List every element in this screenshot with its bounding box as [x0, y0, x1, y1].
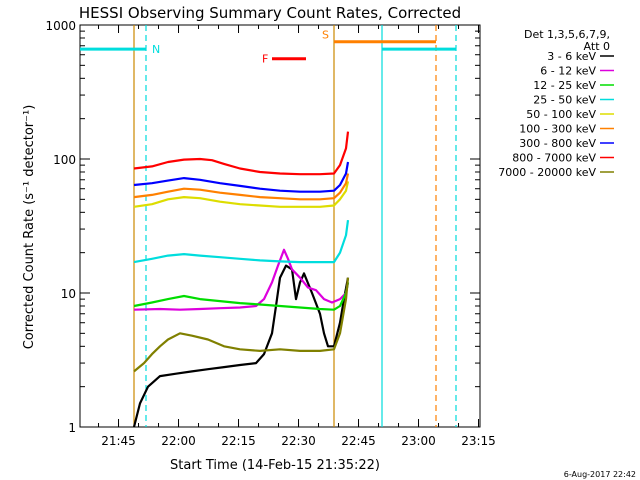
annotation-label: S	[322, 29, 329, 42]
legend-header: Att 0	[584, 40, 610, 53]
legend-entry-label: 100 - 300 keV	[519, 123, 596, 136]
x-tick-label: 23:15	[461, 434, 496, 448]
chart-title: HESSI Observing Summary Count Rates, Cor…	[79, 4, 461, 22]
legend-entry-label: 25 - 50 keV	[533, 94, 596, 107]
series-line	[133, 219, 350, 264]
legend-entry-label: 3 - 6 keV	[547, 50, 596, 63]
annotation-label: F	[262, 53, 268, 66]
y-tick-label: 1000	[45, 19, 76, 33]
y-tick-label: 100	[53, 153, 76, 167]
legend-entry-label: 50 - 100 keV	[526, 108, 596, 121]
legend-entry-label: 800 - 7000 keV	[512, 152, 596, 165]
x-tick-label: 21:45	[101, 434, 136, 448]
timestamp: 6-Aug-2017 22:42	[564, 470, 636, 479]
plot-area: 21:45 22:00 22:15 22:30 22:45 23:00 23:15 1 10 10…	[45, 19, 495, 448]
series-line	[133, 131, 350, 176]
y-tick-label: 1	[68, 421, 76, 435]
legend-entry-label: 300 - 800 keV	[519, 137, 596, 150]
x-axis-label: Start Time (14-Feb-15 21:35:22)	[170, 458, 380, 473]
series-line	[133, 277, 350, 373]
legend-entry-label: 7000 - 20000 keV	[498, 166, 596, 179]
y-axis-label: Corrected Count Rate (s⁻¹ detector⁻¹)	[22, 105, 37, 350]
x-tick-label: 23:00	[401, 434, 436, 448]
series-line	[133, 161, 350, 193]
x-tick-label: 22:30	[281, 434, 316, 448]
annotation-label: N	[152, 43, 160, 56]
legend: Det 1,3,5,6,7,9,Att 03 - 6 keV 6 - 12 keV…	[498, 28, 614, 179]
legend-entry-label: 12 - 25 keV	[533, 79, 596, 92]
series-line	[132, 264, 350, 428]
series-line	[133, 173, 350, 201]
legend-entry-label: 6 - 12 keV	[540, 65, 596, 78]
y-tick-label: 10	[61, 287, 76, 301]
series-line	[133, 282, 350, 311]
series-line	[133, 181, 350, 208]
legend-header: Det 1,3,5,6,7,9,	[524, 28, 610, 41]
plot-frame	[79, 24, 481, 428]
x-tick-label: 22:45	[341, 434, 376, 448]
series-line	[133, 248, 350, 311]
x-tick-label: 22:15	[221, 434, 256, 448]
x-tick-label: 22:00	[161, 434, 196, 448]
